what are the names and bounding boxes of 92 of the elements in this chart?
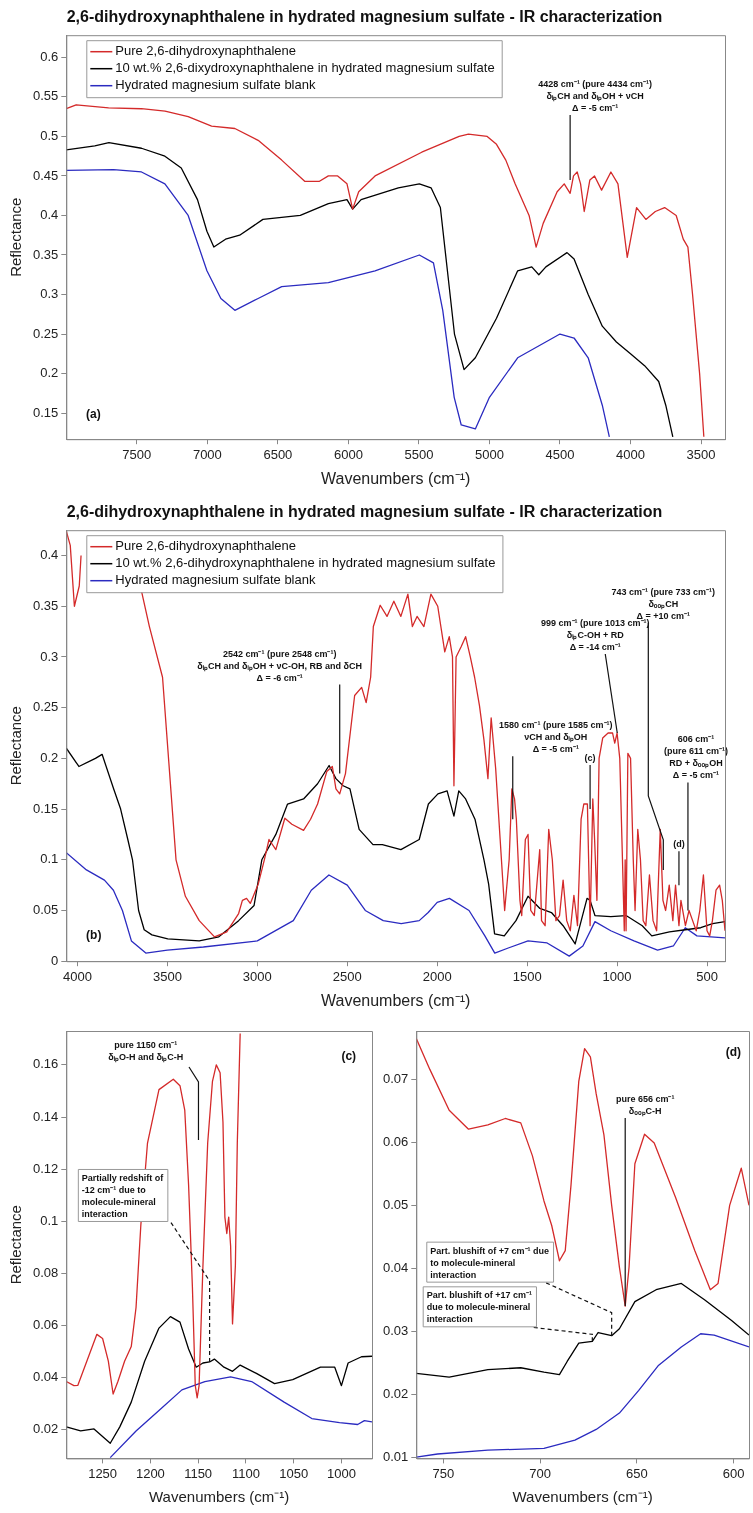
annotation: 4428 cm⁻¹ (pure 4434 cm⁻¹) δᵢₚCH and δᵢₚOH + νCH Δ = -5 cm⁻¹ (538, 78, 652, 113)
x-tick-label: 7500 (122, 446, 152, 462)
annotation: 2542 cm⁻¹ (pure 2548 cm⁻¹) δᵢₚCH and δᵢₚOH + νC-OH, RB and δCH Δ = -6 cm⁻¹ (197, 648, 363, 683)
x-axis-title: Wavenumbers (cm⁻¹) (320, 469, 471, 487)
annotation: (a) (86, 407, 101, 422)
x-tick-label: 6000 (333, 446, 363, 462)
y-tick-label: 0.4 (40, 207, 59, 223)
y-tick-label: 0.14 (32, 1108, 59, 1124)
annotation: pure 656 cm⁻¹ δₒₒₚC-H (615, 1094, 675, 1118)
y-tick-label: 0.06 (382, 1133, 409, 1149)
x-tick-label: 750 (432, 1465, 455, 1481)
y-tick-label: 0.08 (32, 1264, 59, 1280)
y-tick-label: 0.1 (40, 851, 59, 867)
y-axis-title: Reflectance (7, 1205, 25, 1285)
annotation: 999 cm⁻¹ (pure 1013 cm⁻¹) δᵢₚC-OH + RD Δ = -14 cm⁻¹ (540, 618, 650, 653)
y-tick-label: 0.35 (32, 597, 59, 613)
chart-title: 2,6-dihydroxynaphthalene in hydrated magnesium sulfate - IR characterization (66, 8, 663, 26)
x-tick-label: 2500 (332, 968, 362, 984)
annotation: (c) (584, 753, 596, 764)
y-tick-label: 0.04 (382, 1259, 409, 1275)
legend-label: Hydrated magnesium sulfate blank (115, 77, 316, 93)
y-tick-label: 0.04 (32, 1369, 59, 1385)
y-tick-label: 0.2 (40, 365, 59, 381)
y-tick-label: 0.4 (40, 547, 59, 563)
x-tick-label: 650 (625, 1465, 648, 1481)
x-tick-label: 3500 (152, 968, 182, 984)
x-tick-label: 5000 (474, 446, 504, 462)
x-tick-label: 1500 (512, 968, 542, 984)
y-tick-label: 0.03 (382, 1322, 409, 1338)
chart-title: 2,6-dihydroxynaphthalene in hydrated magnesium sulfate - IR characterization (66, 503, 663, 521)
x-tick-label: 1200 (135, 1465, 165, 1481)
y-tick-label: 0.25 (32, 325, 59, 341)
x-tick-label: 4000 (62, 968, 92, 984)
y-tick-label: 0.06 (32, 1317, 59, 1333)
annotation: (d) (673, 839, 685, 850)
y-tick-label: 0.3 (40, 286, 59, 302)
x-tick-label: 5500 (404, 446, 434, 462)
annotation: (c) (341, 1048, 357, 1063)
y-tick-label: 0.2 (40, 749, 59, 765)
annotation: Part. blushift of +7 cm⁻¹ due to molecule-mineral interaction (430, 1245, 550, 1280)
x-tick-label: 500 (696, 968, 718, 984)
y-tick-label: 0.3 (40, 648, 59, 664)
x-tick-label: 1000 (602, 968, 632, 984)
y-axis-title: Reflectance (7, 706, 25, 786)
x-tick-label: 3500 (686, 446, 716, 462)
y-tick-label: 0.05 (32, 902, 59, 918)
y-tick-label: 0.1 (40, 1212, 59, 1228)
x-tick-label: 700 (529, 1465, 551, 1481)
x-tick-label: 2000 (422, 968, 452, 984)
legend-label: Hydrated magnesium sulfate blank (115, 572, 316, 588)
annotation: (b) (86, 927, 102, 942)
x-tick-label: 6500 (263, 446, 293, 462)
x-tick-label: 4500 (545, 446, 575, 462)
y-tick-label: 0.5 (40, 127, 59, 143)
legend-label: 10 wt.% 2,6-dihydroxynaphthalene in hydrated magnesium sulfate (115, 555, 496, 571)
y-tick-label: 0.16 (32, 1056, 59, 1072)
y-axis-title: Reflectance (7, 197, 25, 277)
y-tick-label: 0.35 (32, 246, 59, 262)
legend-label: Pure 2,6-dihydroxynaphthalene (115, 43, 296, 59)
y-tick-label: 0.05 (382, 1196, 409, 1212)
y-tick-label: 0.45 (32, 167, 59, 183)
y-tick-label: 0.15 (32, 404, 59, 420)
annotation: pure 1150 cm⁻¹ δᵢₚO-H and δᵢₚC-H (108, 1040, 184, 1064)
x-tick-label: 4000 (616, 446, 645, 462)
y-tick-label: 0.55 (32, 88, 59, 104)
y-tick-label: 0.07 (382, 1071, 409, 1087)
x-tick-label: 1150 (184, 1465, 213, 1481)
x-tick-label: 1000 (326, 1465, 356, 1481)
x-tick-label: 1100 (231, 1465, 260, 1481)
y-tick-label: 0.02 (32, 1421, 59, 1437)
annotation: 1580 cm⁻¹ (pure 1585 cm⁻¹) νCH and δᵢₚOH Δ = -5 cm⁻¹ (498, 720, 613, 755)
annotation: (d) (725, 1044, 742, 1059)
x-tick-label: 7000 (192, 446, 222, 462)
y-tick-label: 0.01 (382, 1448, 409, 1464)
y-tick-label: 0.12 (32, 1160, 59, 1176)
x-axis-title: Wavenumbers (cm⁻¹) (149, 1488, 290, 1506)
y-tick-label: 0.02 (382, 1385, 409, 1401)
y-tick-label: 0 (51, 952, 59, 968)
x-tick-label: 600 (722, 1465, 745, 1481)
x-axis-title: Wavenumbers (cm⁻¹) (512, 1488, 653, 1506)
annotation: 606 cm⁻¹ (pure 611 cm⁻¹) RD + δₒₒₚOH Δ = -5 cm⁻¹ (663, 734, 728, 781)
x-tick-label: 1250 (88, 1465, 118, 1481)
legend-label: 10 wt.% 2,6-dixydroxynaphthalene in hydrated magnesium sulfate (115, 60, 495, 76)
y-tick-label: 0.6 (40, 48, 59, 64)
annotation: Part. blushift of +17 cm⁻¹ due to molecule-mineral interaction (426, 1290, 532, 1325)
x-tick-label: 1050 (279, 1465, 309, 1481)
y-tick-label: 0.15 (32, 800, 59, 816)
x-axis-title: Wavenumbers (cm⁻¹) (320, 991, 471, 1009)
y-tick-label: 0.25 (32, 699, 59, 715)
x-tick-label: 3000 (242, 968, 272, 984)
legend-label: Pure 2,6-dihydroxynaphthalene (115, 538, 296, 554)
annotation: Partially redshift of -12 cm⁻¹ due to molecule-mineral interaction (81, 1172, 165, 1219)
